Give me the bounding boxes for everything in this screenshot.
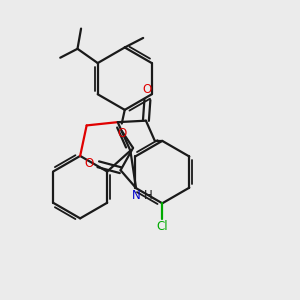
- Text: O: O: [117, 127, 126, 140]
- Text: O: O: [85, 157, 94, 169]
- Text: H: H: [143, 189, 152, 202]
- Text: O: O: [143, 83, 152, 96]
- Text: Cl: Cl: [156, 220, 168, 233]
- Text: N: N: [132, 189, 141, 202]
